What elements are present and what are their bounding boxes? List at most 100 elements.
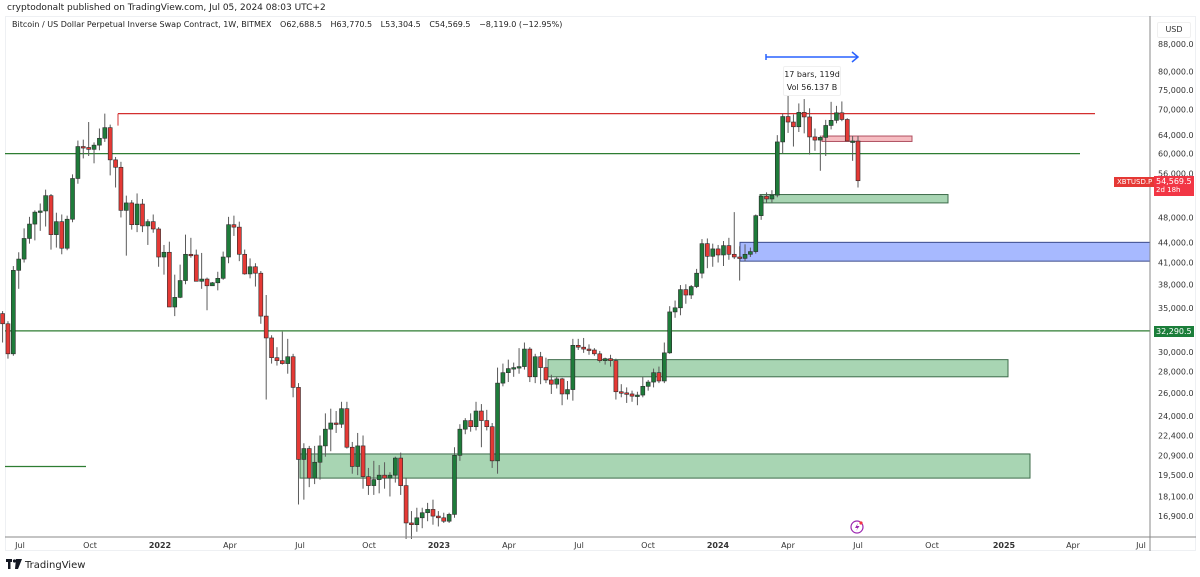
bearish-candle-body xyxy=(801,112,807,118)
bearish-candle-body xyxy=(5,323,11,355)
bullish-candle-body xyxy=(828,120,834,126)
candle xyxy=(479,404,484,448)
time-tick-label: Apr xyxy=(1066,541,1081,550)
chart-frame xyxy=(5,16,1196,551)
bullish-candle-body xyxy=(505,368,511,373)
candle xyxy=(48,193,54,250)
candle xyxy=(226,216,231,264)
candle xyxy=(419,507,425,529)
bullish-candle-body xyxy=(75,146,81,179)
candle xyxy=(124,195,129,256)
candle xyxy=(247,258,253,279)
candle xyxy=(828,101,834,130)
bearish-candle-body xyxy=(48,195,54,235)
candle xyxy=(581,337,586,353)
candle xyxy=(183,234,188,285)
annotation-lines-layer xyxy=(5,113,1150,468)
bearish-candle-body xyxy=(441,517,447,522)
green-zone xyxy=(299,453,1031,479)
candle xyxy=(134,193,140,233)
bullish-candle-body xyxy=(823,125,829,138)
symbol-title[interactable]: Bitcoin / US Dollar Perpetual Inverse Sw… xyxy=(12,20,272,29)
bullish-candle-body xyxy=(565,389,570,395)
candle xyxy=(210,282,215,287)
price-tick-label: 18,100.0 xyxy=(1158,492,1194,501)
candle xyxy=(780,113,785,154)
time-tick-label: Oct xyxy=(83,541,97,550)
bar-countdown: 2d 18h xyxy=(1156,186,1181,194)
tradingview-brand[interactable]: TradingView xyxy=(6,559,85,572)
candle xyxy=(457,424,463,461)
bearish-candle-body xyxy=(527,348,533,378)
price-tick-label: 44,000.0 xyxy=(1158,238,1194,247)
candle xyxy=(403,478,409,539)
bearish-candle-body xyxy=(193,254,199,282)
bullish-candle-body xyxy=(393,457,398,476)
bullish-candle-body xyxy=(301,448,307,460)
candle xyxy=(312,445,317,485)
tradingview-logo-icon xyxy=(6,559,22,572)
bearish-candle-body xyxy=(559,378,565,395)
candle xyxy=(436,511,441,527)
bearish-candle-body xyxy=(86,147,91,150)
bullish-candle-body xyxy=(645,381,651,387)
currency-label[interactable]: USD xyxy=(1157,22,1191,38)
candle xyxy=(323,413,328,457)
candle xyxy=(446,512,452,523)
price-tick-label: 30,000.0 xyxy=(1158,348,1194,357)
bullish-candle-body xyxy=(446,514,452,522)
bearish-candle-body xyxy=(360,445,366,477)
bullish-candle-body xyxy=(226,224,231,258)
price-tick-label: 38,000.0 xyxy=(1158,280,1194,289)
candle xyxy=(678,285,683,316)
bullish-candle-body xyxy=(640,386,646,396)
candle xyxy=(301,443,307,500)
candle xyxy=(177,264,183,299)
ohlc-low: L53,304.5 xyxy=(380,20,421,29)
candle xyxy=(758,194,764,220)
candle xyxy=(731,212,737,260)
bearish-candle-body xyxy=(731,253,737,258)
candle xyxy=(774,135,780,198)
candles-layer xyxy=(0,94,861,539)
bearish-candle-body xyxy=(269,337,274,358)
lightning-icon[interactable] xyxy=(850,520,864,534)
candle xyxy=(441,512,447,523)
bearish-candle-body xyxy=(366,476,371,486)
candle xyxy=(748,247,753,258)
bullish-candle-body xyxy=(21,238,27,260)
candle xyxy=(32,210,38,241)
bullish-candle-body xyxy=(473,410,479,427)
pink-zone xyxy=(821,135,913,142)
candle xyxy=(640,376,646,398)
candle xyxy=(850,136,855,161)
bearish-candle-body xyxy=(80,146,86,149)
bullish-candle-body xyxy=(774,141,780,196)
candle xyxy=(705,238,710,269)
candle xyxy=(855,136,861,188)
time-tick-label: Apr xyxy=(502,541,517,550)
candle xyxy=(495,367,500,474)
candle xyxy=(118,161,124,218)
zones-layer xyxy=(299,135,1151,479)
candle xyxy=(37,203,43,231)
candle xyxy=(11,266,16,356)
bullish-candle-body xyxy=(850,140,855,143)
bearish-candle-body xyxy=(306,448,312,479)
ohlc-change: −8,119.0 (−12.95%) xyxy=(479,20,563,29)
bullish-candle-body xyxy=(54,221,59,235)
bearish-candle-body xyxy=(382,474,387,479)
price-tick-label: 80,000.0 xyxy=(1158,67,1194,76)
time-tick-label: Jul xyxy=(14,541,25,550)
price-tick-label: 20,900.0 xyxy=(1158,451,1194,460)
bullish-candle-body xyxy=(91,144,97,150)
candle xyxy=(333,411,339,433)
candle xyxy=(242,249,247,275)
bearish-candle-body xyxy=(737,256,742,259)
bullish-candle-body xyxy=(516,366,522,369)
bullish-candle-body xyxy=(688,286,694,296)
bearish-candle-body xyxy=(204,278,210,287)
bearish-candle-body xyxy=(683,289,689,296)
candle xyxy=(737,246,742,281)
